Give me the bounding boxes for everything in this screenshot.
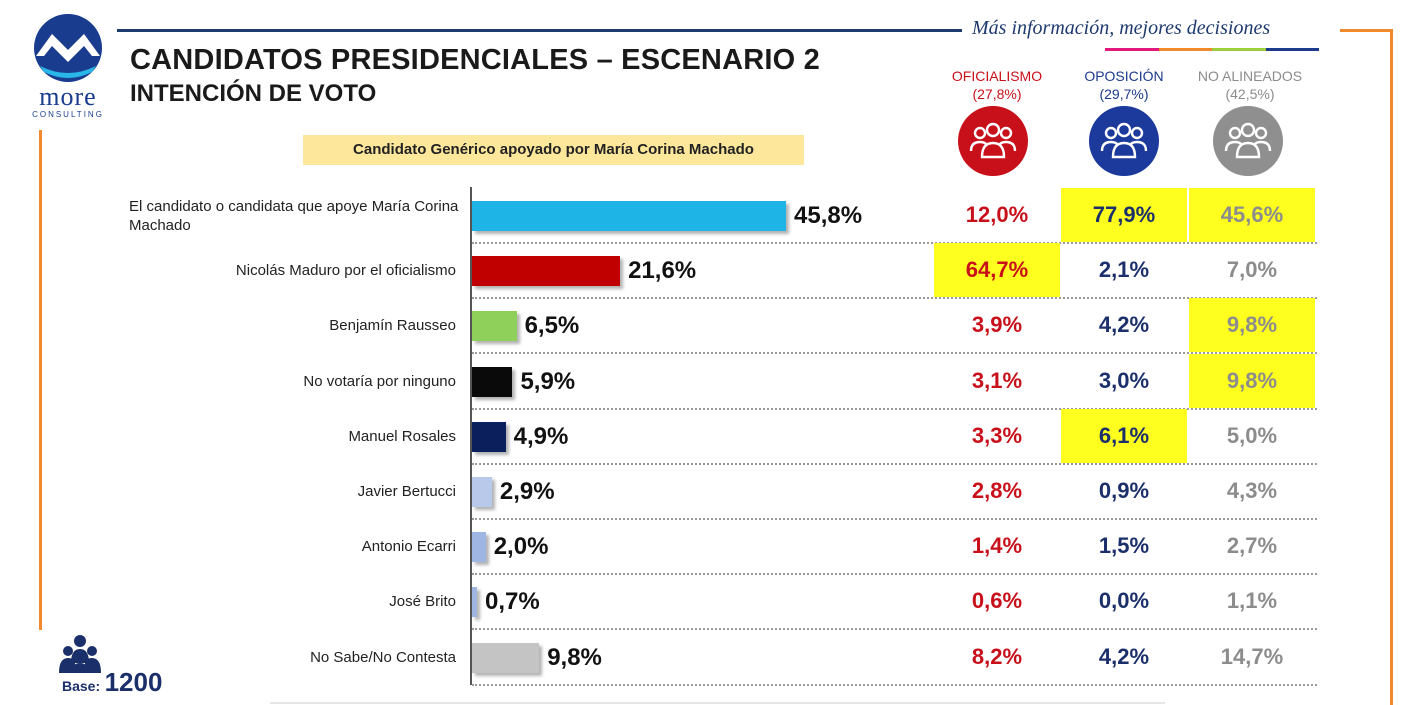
row-separator bbox=[472, 462, 1317, 465]
frame-top-right bbox=[1340, 29, 1393, 32]
logo-mark-icon bbox=[34, 14, 102, 82]
value-label: 2,9% bbox=[499, 478, 555, 505]
breakdown-cell: 64,7% bbox=[934, 243, 1060, 298]
value-label: 0,7% bbox=[485, 588, 540, 616]
brand-logo: more CONSULTING bbox=[22, 10, 114, 120]
breakdown-cell: 7,0% bbox=[1226, 257, 1278, 283]
bar bbox=[472, 311, 517, 342]
value-label: 45,8% bbox=[794, 202, 863, 229]
breakdown-cell: 9,8% bbox=[1189, 353, 1315, 408]
category-label: No Sabe/No Contesta bbox=[310, 648, 456, 666]
category-label: Benjamín Rausseo bbox=[329, 317, 456, 335]
value-label: 4,9% bbox=[513, 422, 569, 450]
breakdown-cell: 3,9% bbox=[971, 312, 1023, 338]
bar bbox=[472, 201, 786, 231]
breakdown-cell: 8,2% bbox=[971, 643, 1023, 669]
group-share: (29,7%) bbox=[1099, 86, 1149, 102]
page-subtitle: INTENCIÓN DE VOTO bbox=[130, 80, 377, 107]
breakdown-cell: 3,1% bbox=[971, 367, 1023, 393]
footer-rule bbox=[270, 702, 1165, 704]
row-separator bbox=[472, 573, 1317, 576]
row-separator bbox=[472, 518, 1317, 520]
breakdown-cell: 1,5% bbox=[1098, 533, 1150, 559]
breakdown-cell: 2,8% bbox=[971, 478, 1023, 503]
header-rule bbox=[117, 29, 962, 32]
bar bbox=[472, 366, 513, 397]
bar bbox=[472, 256, 621, 287]
group-name: OFICIALISMO bbox=[951, 68, 1043, 84]
people-group-icon bbox=[958, 106, 1028, 176]
breakdown-cell: 14,7% bbox=[1220, 643, 1284, 669]
category-label: José Brito bbox=[389, 593, 456, 611]
breakdown-cell: 3,0% bbox=[1098, 367, 1150, 393]
value-label: 21,6% bbox=[628, 257, 697, 285]
category-label: Manuel Rosales bbox=[348, 427, 456, 445]
row-separator bbox=[472, 407, 1317, 410]
breakdown-cell: 0,0% bbox=[1098, 588, 1150, 614]
breakdown-cell: 12,0% bbox=[965, 202, 1029, 227]
frame-right bbox=[1390, 29, 1393, 705]
breakdown-cell: 4,2% bbox=[1098, 643, 1150, 669]
base-label: Base: bbox=[62, 678, 101, 694]
breakdown-cell: 77,9% bbox=[1061, 188, 1187, 242]
breakdown-cell: 0,9% bbox=[1098, 478, 1150, 503]
breakdown-cell: 9,8% bbox=[1189, 298, 1315, 353]
people-group-icon bbox=[1089, 106, 1159, 176]
bar bbox=[472, 642, 540, 673]
row-separator bbox=[472, 242, 1317, 244]
category-label: Nicolás Maduro por el oficialismo bbox=[235, 262, 456, 280]
group-name: OPOSICIÓN bbox=[1084, 68, 1164, 84]
group-share: (42,5%) bbox=[1225, 86, 1275, 102]
base-value: 1200 bbox=[104, 667, 163, 697]
breakdown-cell: 5,0% bbox=[1226, 422, 1278, 448]
bar bbox=[472, 532, 486, 563]
breakdown-cell: 2,1% bbox=[1098, 257, 1150, 283]
page-title: CANDIDATOS PRESIDENCIALES – ESCENARIO 2 bbox=[130, 44, 820, 76]
row-separator bbox=[472, 352, 1317, 355]
row-separator bbox=[472, 628, 1317, 631]
row-separator bbox=[472, 683, 1317, 686]
value-label: 2,0% bbox=[493, 533, 549, 561]
breakdown-cell: 3,3% bbox=[971, 422, 1023, 448]
brand-name: more bbox=[39, 82, 97, 111]
breakdown-cell: 4,2% bbox=[1098, 312, 1150, 338]
row-separator bbox=[472, 297, 1317, 300]
tagline: Más información, mejores decisiones bbox=[972, 17, 1271, 39]
breakdown-cell: 1,1% bbox=[1226, 588, 1278, 614]
category-label: Antonio Ecarri bbox=[361, 538, 456, 556]
group-name: NO ALINEADOS bbox=[1197, 68, 1303, 84]
bar bbox=[472, 421, 506, 452]
bar bbox=[472, 587, 477, 618]
frame-left bbox=[39, 130, 42, 630]
breakdown-cell: 45,6% bbox=[1189, 188, 1315, 242]
breakdown-cell: 1,4% bbox=[971, 533, 1023, 559]
color-strip bbox=[1105, 48, 1319, 51]
value-label: 6,5% bbox=[524, 312, 580, 340]
brand-tagline: CONSULTING bbox=[32, 110, 104, 119]
breakdown-cell: 4,3% bbox=[1226, 478, 1278, 503]
breakdown-cell: 0,6% bbox=[971, 588, 1023, 614]
chart-axis bbox=[470, 187, 472, 685]
category-label: El candidato o candidata que apoye María… bbox=[129, 198, 459, 234]
sample-base: Base: 1200 bbox=[62, 667, 162, 698]
value-label: 9,8% bbox=[547, 643, 602, 671]
bar bbox=[472, 477, 492, 507]
breakdown-cell: 2,7% bbox=[1226, 533, 1278, 559]
breakdown-cell: 6,1% bbox=[1061, 408, 1187, 463]
value-label: 5,9% bbox=[520, 367, 576, 395]
category-label: Javier Bertucci bbox=[357, 483, 456, 500]
category-label: No votaría por ninguno bbox=[303, 372, 456, 390]
people-group-icon bbox=[1213, 106, 1283, 176]
respondents-icon bbox=[59, 635, 101, 673]
generic-candidate-note: Candidato Genérico apoyado por María Cor… bbox=[303, 135, 804, 165]
group-share: (27,8%) bbox=[972, 86, 1022, 102]
